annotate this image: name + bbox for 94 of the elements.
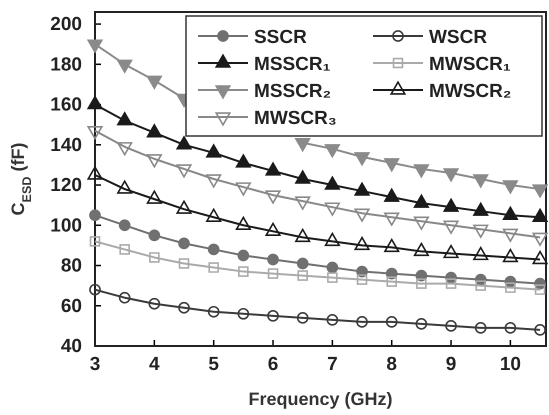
point bbox=[505, 282, 516, 293]
point bbox=[296, 258, 309, 270]
point bbox=[117, 60, 132, 73]
legend-label: MWSCR₃ bbox=[254, 108, 337, 129]
x-tick-label: 9 bbox=[446, 354, 456, 375]
y-tick-label: 100 bbox=[50, 215, 82, 236]
x-axis-title: Frequency (GHz) bbox=[248, 389, 393, 409]
y-tick-label: 200 bbox=[50, 14, 82, 36]
x-tick-label: 4 bbox=[149, 354, 160, 375]
point bbox=[502, 180, 518, 194]
y-tick-label: 80 bbox=[60, 256, 82, 277]
point bbox=[475, 280, 486, 291]
point bbox=[238, 266, 249, 277]
point bbox=[146, 154, 162, 168]
x-tick-label: 3 bbox=[90, 354, 100, 375]
point bbox=[532, 232, 548, 246]
point bbox=[414, 164, 429, 178]
legend-label: SSCR bbox=[254, 27, 308, 48]
point bbox=[386, 316, 398, 328]
point bbox=[534, 284, 546, 295]
point bbox=[443, 220, 459, 234]
point bbox=[206, 174, 222, 188]
point bbox=[265, 190, 281, 204]
legend-label: MSSCR₁ bbox=[254, 54, 331, 75]
y-tick-label: 180 bbox=[50, 54, 82, 76]
point bbox=[119, 244, 130, 255]
legend-label: MWSCR₁ bbox=[429, 54, 511, 75]
point bbox=[178, 302, 190, 314]
point bbox=[89, 284, 101, 296]
point bbox=[149, 252, 160, 263]
point bbox=[176, 164, 192, 178]
x-tick-label: 5 bbox=[208, 354, 220, 375]
point bbox=[148, 230, 160, 242]
point bbox=[208, 244, 220, 256]
point bbox=[473, 174, 488, 188]
point bbox=[356, 274, 368, 285]
point bbox=[90, 236, 100, 247]
legend-label: WSCR bbox=[429, 27, 488, 48]
point bbox=[534, 324, 546, 336]
point bbox=[148, 298, 160, 310]
point bbox=[117, 142, 132, 156]
point bbox=[236, 182, 251, 196]
point bbox=[327, 272, 338, 283]
point bbox=[178, 238, 190, 250]
point bbox=[118, 292, 131, 304]
point bbox=[414, 216, 429, 230]
point bbox=[384, 212, 400, 226]
point bbox=[324, 202, 340, 216]
point bbox=[443, 168, 459, 182]
point bbox=[354, 208, 370, 222]
point bbox=[446, 278, 456, 289]
point bbox=[295, 196, 310, 210]
y-tick-label: 60 bbox=[60, 296, 82, 317]
point bbox=[416, 278, 427, 289]
point bbox=[178, 258, 190, 269]
point bbox=[416, 318, 428, 330]
point bbox=[268, 268, 278, 279]
point bbox=[296, 312, 309, 324]
point bbox=[474, 322, 487, 334]
point bbox=[326, 314, 338, 326]
point bbox=[238, 250, 250, 262]
point bbox=[384, 158, 400, 172]
x-tick-label: 8 bbox=[386, 354, 397, 375]
x-tick-label: 10 bbox=[500, 354, 521, 375]
legend-label: MSSCR₂ bbox=[254, 81, 332, 102]
point bbox=[238, 308, 250, 320]
point bbox=[297, 270, 308, 281]
legend-label: MWSCR₂ bbox=[429, 81, 512, 102]
point bbox=[208, 262, 219, 273]
point bbox=[532, 184, 548, 198]
y-tick-label: 120 bbox=[50, 175, 82, 196]
x-tick-label: 6 bbox=[268, 354, 278, 375]
point bbox=[89, 209, 101, 222]
point bbox=[473, 224, 488, 238]
point bbox=[267, 254, 279, 266]
point bbox=[146, 76, 162, 90]
point bbox=[326, 262, 338, 274]
x-tick-label: 7 bbox=[327, 354, 338, 375]
point bbox=[87, 39, 103, 53]
point bbox=[386, 276, 397, 287]
point bbox=[208, 306, 220, 318]
point bbox=[87, 126, 103, 140]
point bbox=[504, 322, 516, 334]
point bbox=[118, 219, 131, 232]
point bbox=[267, 310, 279, 322]
y-tick-label: 40 bbox=[60, 336, 82, 358]
y-tick-label: 140 bbox=[50, 134, 82, 156]
point bbox=[324, 144, 340, 158]
point bbox=[445, 320, 457, 332]
point bbox=[295, 138, 310, 152]
point bbox=[356, 316, 368, 328]
point bbox=[502, 228, 518, 242]
point bbox=[354, 152, 370, 166]
y-tick-label: 160 bbox=[50, 94, 82, 116]
